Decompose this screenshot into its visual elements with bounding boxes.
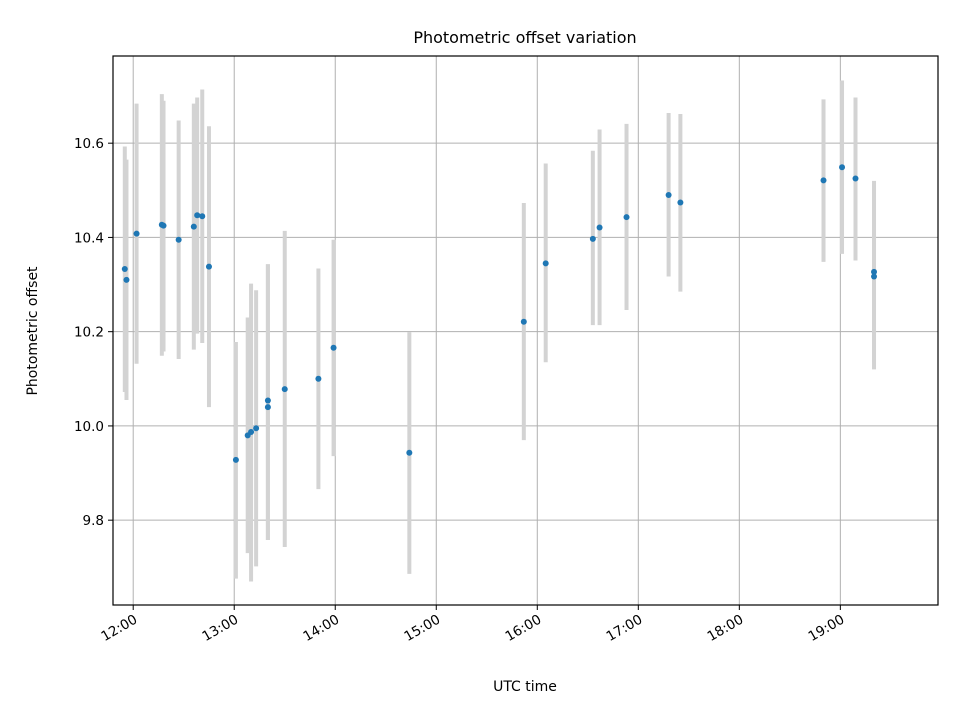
data-point bbox=[330, 344, 337, 351]
data-point bbox=[199, 213, 206, 220]
data-point bbox=[820, 177, 827, 184]
y-tick-label: 10.0 bbox=[74, 419, 104, 435]
data-point bbox=[871, 273, 878, 280]
data-point bbox=[852, 175, 859, 182]
data-point bbox=[315, 375, 322, 382]
data-point bbox=[123, 276, 130, 283]
points-group bbox=[121, 164, 878, 463]
data-point bbox=[596, 224, 603, 231]
data-point bbox=[248, 429, 255, 436]
data-point bbox=[160, 222, 167, 229]
y-axis-label: Photometric offset bbox=[25, 266, 41, 396]
data-point bbox=[623, 214, 630, 221]
data-point bbox=[839, 164, 846, 171]
data-point bbox=[665, 192, 672, 199]
data-point bbox=[871, 268, 878, 275]
data-point bbox=[589, 235, 596, 242]
data-point bbox=[264, 404, 271, 411]
data-point bbox=[264, 397, 271, 404]
y-axis-ticks: 9.8 10.0 10.2 10.4 10.6 bbox=[74, 136, 113, 529]
data-point bbox=[205, 263, 212, 270]
data-point bbox=[253, 425, 260, 432]
data-point bbox=[121, 266, 128, 273]
data-point bbox=[520, 318, 527, 325]
data-point bbox=[133, 230, 140, 237]
data-point bbox=[194, 212, 201, 219]
y-tick-label: 10.2 bbox=[74, 325, 104, 341]
chart-title: Photometric offset variation bbox=[413, 28, 636, 47]
data-point bbox=[232, 456, 239, 463]
data-point bbox=[175, 236, 182, 243]
plot-frame bbox=[112, 55, 939, 606]
y-tick-label: 10.4 bbox=[74, 230, 104, 246]
y-tick-label: 9.8 bbox=[83, 513, 104, 529]
data-point bbox=[406, 449, 413, 456]
x-axis-label: UTC time bbox=[493, 679, 557, 695]
data-point bbox=[281, 386, 288, 393]
data-point bbox=[677, 199, 684, 206]
data-point bbox=[190, 223, 197, 230]
y-tick-label: 10.6 bbox=[74, 136, 104, 152]
data-point bbox=[542, 260, 549, 267]
